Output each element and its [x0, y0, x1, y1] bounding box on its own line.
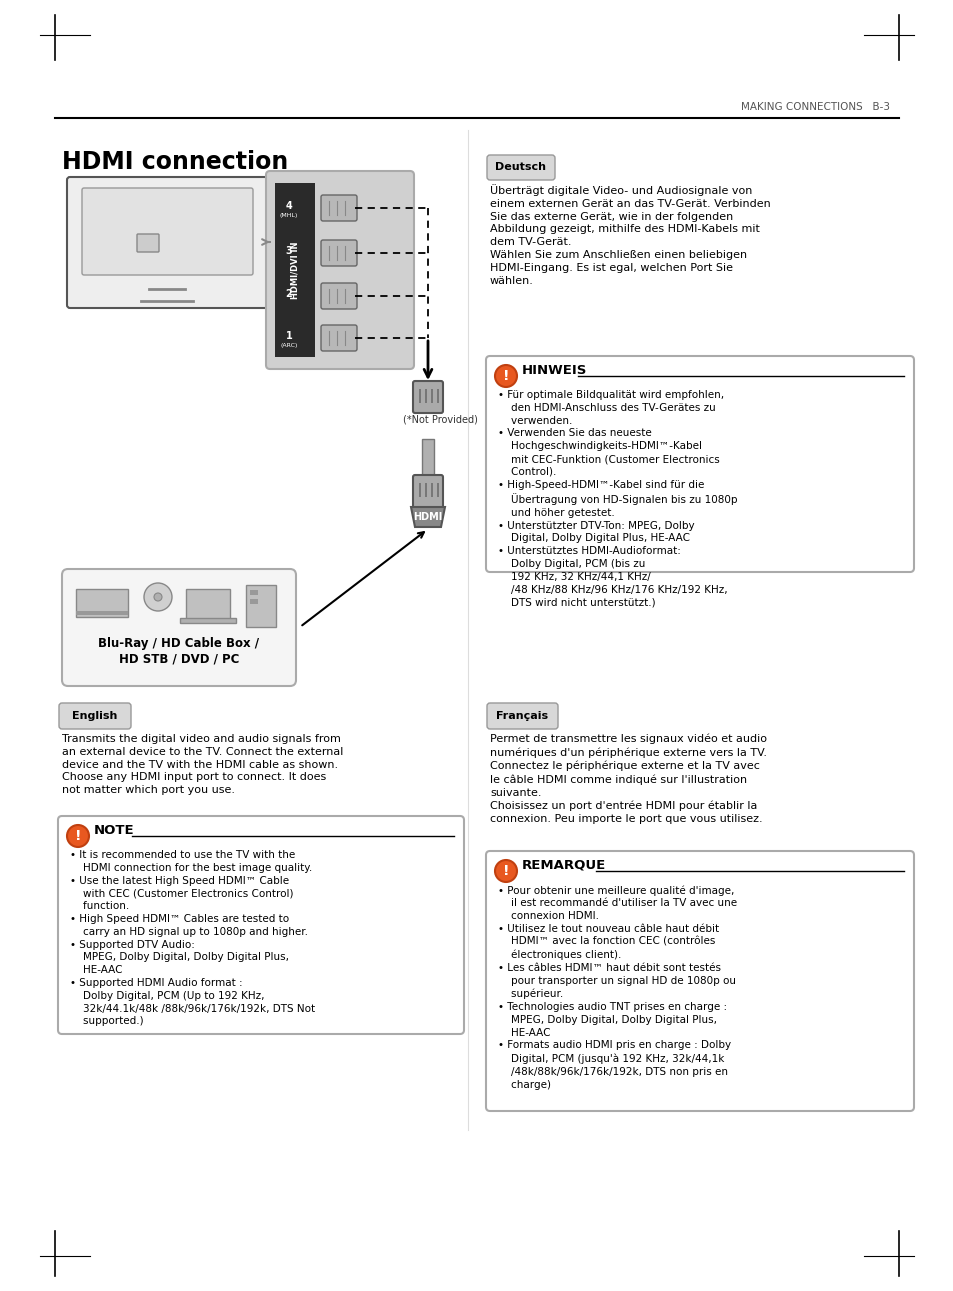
Bar — [418, 389, 420, 403]
FancyBboxPatch shape — [266, 170, 414, 369]
Text: !: ! — [502, 369, 509, 383]
Bar — [250, 590, 257, 595]
FancyBboxPatch shape — [62, 569, 295, 686]
FancyBboxPatch shape — [485, 356, 913, 572]
Text: • Pour obtenir une meilleure qualité d'image,
    il est recommandé d'utiliser l: • Pour obtenir une meilleure qualité d'i… — [497, 886, 737, 1090]
Bar — [180, 618, 235, 624]
Text: HDMI: HDMI — [413, 513, 442, 522]
FancyBboxPatch shape — [137, 234, 159, 252]
Bar — [274, 183, 314, 358]
Text: !: ! — [502, 864, 509, 878]
Bar — [418, 483, 420, 497]
Text: !: ! — [74, 829, 81, 843]
Bar — [436, 389, 438, 403]
Text: • It is recommended to use the TV with the
    HDMI connection for the best imag: • It is recommended to use the TV with t… — [70, 849, 314, 1026]
Text: Deutsch: Deutsch — [495, 163, 546, 173]
Bar — [186, 589, 230, 618]
FancyBboxPatch shape — [58, 816, 463, 1034]
Text: English: English — [72, 711, 117, 720]
FancyBboxPatch shape — [413, 475, 442, 509]
Bar — [421, 439, 434, 476]
Text: HDMI/DVI IN: HDMI/DVI IN — [291, 241, 299, 298]
Bar — [424, 389, 427, 403]
Text: 1: 1 — [285, 330, 292, 341]
Circle shape — [153, 593, 162, 602]
Circle shape — [144, 584, 172, 611]
FancyBboxPatch shape — [413, 381, 442, 413]
Text: 4: 4 — [285, 201, 292, 210]
Bar — [250, 599, 257, 604]
FancyBboxPatch shape — [485, 851, 913, 1112]
Circle shape — [67, 825, 89, 847]
Text: HDMI connection: HDMI connection — [62, 150, 288, 174]
Text: Überträgt digitale Video- und Audiosignale von
einem externen Gerät an das TV-Ge: Überträgt digitale Video- und Audiosigna… — [490, 185, 770, 285]
Text: 3: 3 — [285, 247, 292, 256]
Text: (MHL): (MHL) — [279, 213, 298, 217]
Polygon shape — [411, 507, 444, 527]
Bar — [246, 585, 275, 627]
Text: • Für optimale Bildqualität wird empfohlen,
    den HDMI-Anschluss des TV-Geräte: • Für optimale Bildqualität wird empfohl… — [497, 390, 737, 607]
Text: MAKING CONNECTIONS   B-3: MAKING CONNECTIONS B-3 — [740, 102, 889, 112]
Text: 2: 2 — [285, 289, 292, 300]
FancyBboxPatch shape — [486, 704, 558, 729]
Text: Blu-Ray / HD Cable Box /
HD STB / DVD / PC: Blu-Ray / HD Cable Box / HD STB / DVD / … — [98, 636, 259, 665]
Text: NOTE: NOTE — [94, 824, 134, 837]
Bar — [76, 611, 128, 615]
Text: REMARQUE: REMARQUE — [521, 859, 605, 871]
Text: (*Not Provided): (*Not Provided) — [402, 414, 477, 425]
Text: HINWEIS: HINWEIS — [521, 364, 587, 377]
Text: Transmits the digital video and audio signals from
an external device to the TV.: Transmits the digital video and audio si… — [62, 735, 343, 795]
FancyBboxPatch shape — [59, 704, 131, 729]
Bar — [431, 483, 433, 497]
Bar — [436, 483, 438, 497]
FancyBboxPatch shape — [67, 177, 268, 309]
Text: Français: Français — [496, 711, 547, 720]
FancyBboxPatch shape — [486, 155, 555, 179]
FancyBboxPatch shape — [320, 195, 356, 221]
FancyBboxPatch shape — [320, 325, 356, 351]
FancyBboxPatch shape — [320, 240, 356, 266]
Circle shape — [495, 860, 517, 882]
Text: Permet de transmettre les signaux vidéo et audio
numériques d'un périphérique ex: Permet de transmettre les signaux vidéo … — [490, 735, 766, 824]
Bar — [76, 589, 128, 617]
Text: (ARC): (ARC) — [280, 342, 297, 347]
Bar — [424, 483, 427, 497]
Circle shape — [495, 365, 517, 387]
FancyBboxPatch shape — [320, 283, 356, 309]
FancyBboxPatch shape — [82, 188, 253, 275]
Bar — [431, 389, 433, 403]
